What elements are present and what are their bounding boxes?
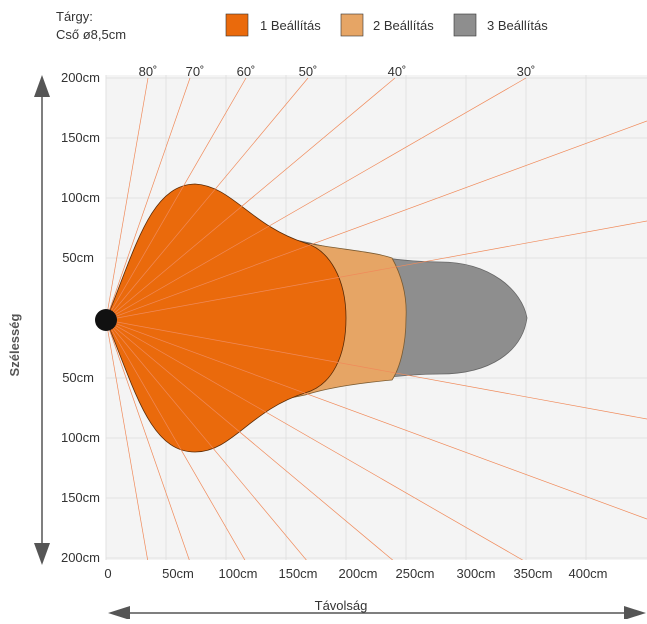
legend-swatch-setting-1	[225, 13, 249, 37]
width-label: 50cm	[62, 250, 94, 265]
legend: 1 Beállítás 2 Beállítás 3 Beállítás	[225, 13, 548, 37]
angle-labels: 80˚ 70˚ 60˚ 50˚ 40˚ 30˚	[139, 64, 536, 79]
target-description: Cső ø8,5cm	[56, 27, 126, 42]
distance-labels: 0 50cm 100cm 150cm 200cm 250cm 300cm 350…	[104, 566, 607, 581]
legend-swatch-setting-2	[340, 13, 364, 37]
width-labels: 200cm 150cm 100cm 50cm 50cm 100cm 150cm …	[61, 70, 100, 565]
width-label: 150cm	[61, 130, 100, 145]
distance-axis-arrow	[108, 606, 646, 620]
angle-label: 80˚	[139, 64, 158, 79]
angle-label: 70˚	[186, 64, 205, 79]
arrow-left-icon	[108, 606, 130, 620]
angle-label: 60˚	[237, 64, 256, 79]
legend-label-setting-3: 3 Beállítás	[487, 18, 548, 33]
width-label: 200cm	[61, 550, 100, 565]
y-axis-label: Szélesség	[7, 314, 22, 377]
width-axis-arrow	[34, 75, 50, 565]
angle-label: 30˚	[517, 64, 536, 79]
angle-label: 40˚	[388, 64, 407, 79]
angle-label: 50˚	[299, 64, 318, 79]
distance-label: 50cm	[162, 566, 194, 581]
arrow-down-icon	[34, 543, 50, 565]
angle-rays	[106, 77, 647, 560]
distance-label: 400cm	[568, 566, 607, 581]
pattern-setting-1	[105, 183, 347, 453]
distance-label: 150cm	[278, 566, 317, 581]
width-label: 100cm	[61, 190, 100, 205]
target-info: Tárgy: Cső ø8,5cm	[56, 9, 126, 42]
width-label: 200cm	[61, 70, 100, 85]
x-axis-label: Távolság	[315, 598, 368, 613]
legend-label-setting-1: 1 Beállítás	[260, 18, 321, 33]
legend-swatch-setting-3	[453, 13, 477, 37]
width-label: 100cm	[61, 430, 100, 445]
legend-label-setting-2: 2 Beállítás	[373, 18, 434, 33]
target-title: Tárgy:	[56, 9, 93, 24]
distance-label: 100cm	[218, 566, 257, 581]
distance-label: 250cm	[395, 566, 434, 581]
distance-label: 200cm	[338, 566, 377, 581]
distance-label: 0	[104, 566, 111, 581]
arrow-up-icon	[34, 75, 50, 97]
distance-label: 350cm	[513, 566, 552, 581]
arrow-right-icon	[624, 606, 646, 620]
nozzle-source-point	[95, 309, 117, 331]
width-label: 150cm	[61, 490, 100, 505]
distance-label: 300cm	[456, 566, 495, 581]
width-label: 50cm	[62, 370, 94, 385]
